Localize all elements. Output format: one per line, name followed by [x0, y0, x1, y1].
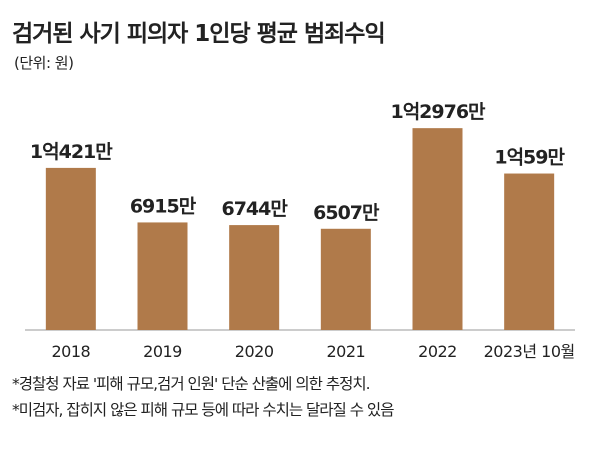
footnote-2: *미검자, 잡히지 않은 피해 규모 등에 따라 수치는 달라질 수 있음 [12, 401, 394, 419]
bar [504, 173, 555, 330]
bar [412, 128, 463, 330]
bar [137, 222, 188, 330]
data-label: 6915만 [130, 195, 197, 217]
x-tick-label: 2018 [51, 342, 90, 361]
footnote-1: *경찰청 자료 '피해 규모,검거 인원' 단순 산출에 의한 추정치. [12, 375, 371, 393]
data-label: 1억59만 [494, 147, 565, 169]
chart-title: 검거된 사기 피의자 1인당 평균 범죄수익 [12, 21, 386, 47]
x-tick-label: 2019 [143, 342, 182, 361]
bar [45, 167, 96, 330]
x-tick-label: 2022 [418, 342, 457, 361]
x-tick-label: 2023년 10월 [484, 342, 575, 361]
data-label: 1억2976만 [390, 101, 486, 123]
x-tick-label: 2021 [326, 342, 365, 361]
bar [229, 225, 280, 330]
data-label: 6744만 [221, 198, 288, 220]
x-tick-label: 2020 [235, 342, 274, 361]
data-label: 1억421만 [30, 141, 113, 163]
bar [320, 228, 371, 330]
chart-unit: (단위: 원) [14, 54, 74, 72]
data-label: 6507만 [313, 202, 380, 224]
